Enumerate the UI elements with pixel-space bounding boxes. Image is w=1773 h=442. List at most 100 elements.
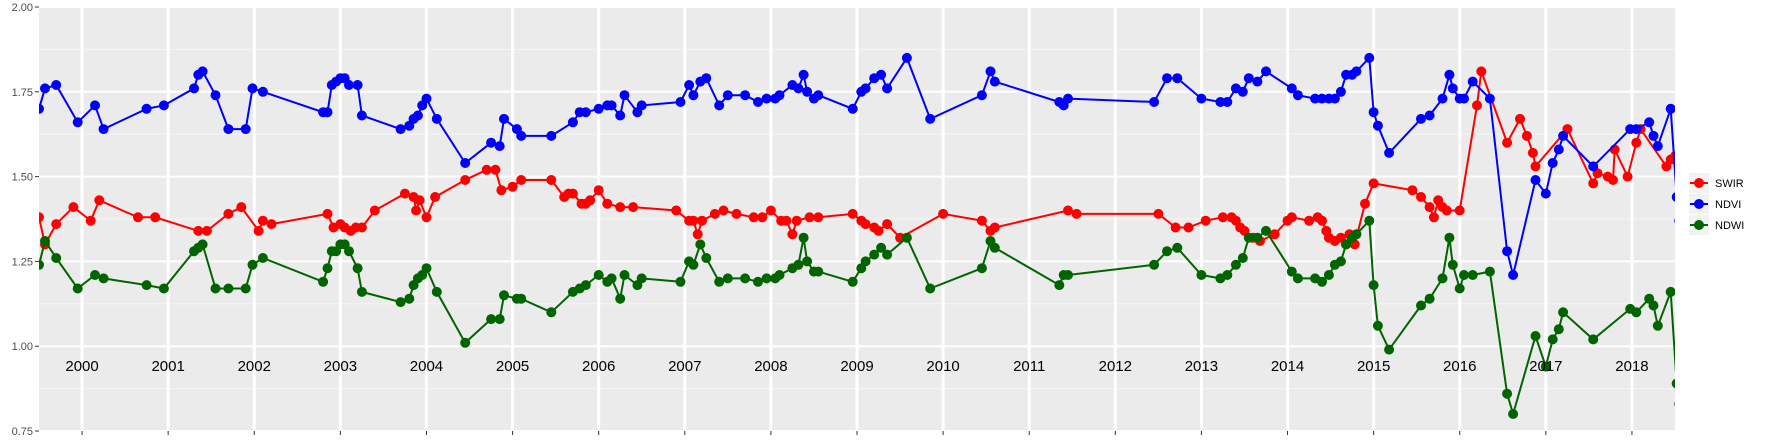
y-tick-label: 1.25 [12, 256, 33, 268]
data-point-ndvi [141, 103, 152, 114]
data-point-ndvi [1447, 83, 1458, 94]
data-point-ndvi [701, 73, 712, 84]
data-point-ndvi [1674, 218, 1675, 224]
data-point-ndwi [1652, 320, 1663, 331]
year-label: 2008 [754, 358, 787, 375]
data-point-swir [1170, 222, 1181, 233]
data-point-ndwi [1335, 256, 1346, 267]
data-point-swir [602, 198, 613, 209]
legend-key-point [1694, 178, 1704, 188]
data-point-swir [709, 208, 720, 219]
data-point-ndvi [1502, 246, 1513, 257]
data-point-ndvi [882, 83, 893, 94]
data-point-ndvi [1671, 192, 1675, 202]
data-point-swir [369, 205, 380, 216]
y-tick-label: 1.75 [12, 87, 33, 99]
data-point-ndwi [1631, 307, 1642, 318]
data-point-ndwi [675, 276, 686, 287]
data-point-swir [1441, 205, 1452, 216]
data-point-ndvi [684, 80, 695, 90]
data-point-ndvi [72, 117, 83, 128]
year-label: 2007 [668, 358, 701, 375]
data-point-ndwi [1508, 409, 1519, 419]
data-point-swir [546, 175, 557, 185]
data-point-ndwi [1351, 229, 1362, 240]
data-point-ndwi [1674, 401, 1675, 407]
data-point-swir [516, 175, 527, 185]
data-point-ndvi [976, 90, 987, 101]
data-point-ndvi [1588, 161, 1599, 172]
data-point-ndwi [494, 314, 505, 325]
data-point-ndwi [318, 276, 329, 287]
data-point-ndvi [1063, 93, 1073, 104]
data-point-ndvi [802, 86, 813, 97]
y-tick-label: 0.75 [12, 426, 33, 438]
data-point-swir [1622, 171, 1633, 182]
data-point-swir [1071, 208, 1082, 219]
data-point-ndwi [798, 232, 809, 243]
data-point-ndvi [1467, 76, 1478, 87]
data-point-ndwi [714, 276, 725, 287]
data-point-ndwi [1222, 270, 1233, 280]
data-point-ndwi [344, 246, 354, 257]
data-point-swir [85, 215, 96, 226]
data-point-ndvi [714, 100, 725, 111]
data-point-ndvi [1149, 97, 1160, 107]
data-point-ndwi [695, 239, 706, 250]
data-point-swir [223, 208, 234, 219]
data-point-ndwi [546, 307, 557, 318]
data-point-ndvi [257, 86, 268, 97]
year-label: 2005 [496, 358, 529, 375]
data-point-ndwi [580, 280, 591, 291]
data-point-ndvi [1553, 144, 1564, 155]
data-point-swir [718, 205, 729, 216]
data-point-ndwi [1547, 334, 1558, 345]
data-point-ndvi [876, 69, 887, 80]
data-point-ndwi [356, 286, 367, 297]
data-point-swir [615, 202, 626, 213]
data-point-ndvi [580, 107, 591, 118]
y-tick-label: 1.50 [12, 172, 33, 184]
data-point-swir [51, 219, 62, 230]
legend-label: NDVI [1715, 199, 1741, 211]
data-point-ndwi [860, 256, 871, 267]
data-point-swir [1368, 178, 1379, 189]
data-point-swir [1317, 215, 1327, 226]
data-point-ndvi [1652, 141, 1663, 152]
data-point-ndwi [1317, 276, 1327, 287]
data-point-ndwi [1416, 300, 1426, 311]
data-point-swir [688, 215, 699, 226]
data-point-ndwi [72, 283, 83, 294]
data-point-ndwi [40, 236, 50, 246]
data-point-ndvi [1484, 93, 1495, 104]
data-point-ndvi [1286, 83, 1297, 94]
data-point-swir [847, 208, 858, 219]
data-point-ndvi [615, 110, 626, 121]
data-point-ndvi [1558, 130, 1569, 141]
data-point-ndwi [1717, 345, 1727, 355]
data-point-ndvi [356, 110, 367, 121]
data-point-ndwi [606, 273, 617, 284]
data-point-ndwi [1196, 270, 1207, 280]
data-point-swir [356, 222, 367, 233]
data-point-swir [430, 192, 441, 202]
data-point-ndwi [701, 253, 712, 263]
data-point-ndwi [1230, 259, 1241, 270]
data-point-swir [791, 215, 802, 226]
data-point-swir [976, 215, 987, 226]
data-point-ndwi [1384, 344, 1395, 355]
data-point-swir [873, 225, 884, 236]
data-point-ndwi [1648, 300, 1659, 311]
data-point-ndwi [722, 273, 733, 284]
data-point-swir [1502, 137, 1513, 148]
data-point-ndvi [740, 90, 751, 101]
data-point-ndvi [421, 93, 432, 104]
data-point-ndvi [223, 124, 234, 135]
data-point-ndvi [1317, 93, 1327, 104]
data-point-swir [787, 229, 798, 240]
data-point-swir [628, 202, 639, 213]
data-point-ndwi [431, 286, 442, 297]
data-point-swir [757, 212, 768, 223]
data-point-ndwi [460, 337, 471, 348]
data-point-ndvi [494, 141, 505, 152]
